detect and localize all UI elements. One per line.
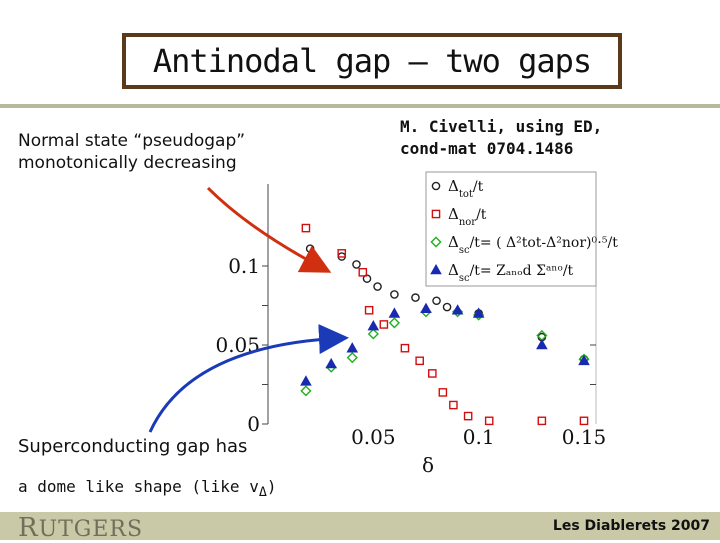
dome-note-prefix: a dome like shape (like v xyxy=(18,477,259,496)
rutgers-logo: RUTGERS xyxy=(18,513,143,543)
data-point-square xyxy=(449,400,458,410)
y-tick-label: 0.05 xyxy=(215,333,260,357)
header-divider xyxy=(0,104,720,108)
data-point-square xyxy=(301,223,311,233)
legend-marker-diamond xyxy=(430,236,442,248)
legend-label: Δsc/t= ( Δ²tot-Δ²nor)⁰⋅⁵/t xyxy=(448,233,618,256)
data-point-triangle xyxy=(420,302,432,313)
sc-gap-note: Superconducting gap has xyxy=(18,436,248,457)
x-axis-label: δ xyxy=(422,453,434,477)
data-point-diamond xyxy=(346,352,358,364)
x-tick-label: 0.15 xyxy=(562,425,607,449)
citation-line1: M. Civelli, using ED, xyxy=(400,117,603,136)
data-point-square xyxy=(364,305,374,315)
data-point-diamond xyxy=(300,385,312,397)
data-point-circle xyxy=(352,260,361,269)
x-tick-label: 0.05 xyxy=(351,425,396,449)
data-point-triangle xyxy=(472,307,485,318)
data-point-triangle xyxy=(325,357,337,369)
footer-conference: Les Diablerets 2007 xyxy=(552,518,710,534)
legend-marker-square xyxy=(431,209,441,219)
data-point-square xyxy=(379,320,389,329)
y-tick-label: 0 xyxy=(247,412,260,436)
data-point-square xyxy=(463,411,473,421)
citation-line2: cond-mat 0704.1486 xyxy=(400,139,574,158)
data-point-circle xyxy=(411,293,420,302)
pseudogap-note: Normal state “pseudogap” monotonically d… xyxy=(18,130,245,174)
legend-box xyxy=(425,171,597,287)
dome-note-suffix: ) xyxy=(266,477,277,496)
data-point-square xyxy=(358,268,368,277)
data-point-square xyxy=(438,388,448,397)
axes: 0 0.05 0.1 0.05 0.1 0.15 δ xyxy=(215,184,606,477)
data-point-circle xyxy=(390,290,399,299)
sc-gap-arrow xyxy=(148,324,349,433)
dome-note: a dome like shape (like vΔ) xyxy=(18,476,277,504)
data-point-triangle xyxy=(300,375,312,386)
data-point-circle xyxy=(432,296,441,306)
data-point-square xyxy=(537,416,547,426)
data-point-square xyxy=(484,416,494,426)
logo-rest: UTGERS xyxy=(38,517,144,542)
dome-note-sub: Δ xyxy=(258,485,267,501)
data-point-triangle xyxy=(578,354,590,366)
legend: Δtot/t Δnor/t Δsc/t= ( Δ²tot-Δ²nor)⁰⋅⁵/t Δs… xyxy=(425,171,618,287)
slide-title: Antinodal gap – two gaps xyxy=(152,42,592,80)
legend-label: Δnor/t xyxy=(448,205,487,228)
data-point-diamond xyxy=(367,328,379,340)
y-tick-label: 0.1 xyxy=(228,254,260,278)
data-point-triangle xyxy=(346,342,359,353)
data-point-square xyxy=(415,356,424,366)
data-point-triangle xyxy=(536,338,548,350)
slide-title-box: Antinodal gap – two gaps xyxy=(122,33,622,89)
pseudogap-arrow xyxy=(206,186,332,273)
data-point-diamond xyxy=(388,317,400,329)
legend-marker-triangle xyxy=(430,263,442,275)
data-point-square xyxy=(579,416,589,426)
x-tick-label: 0.1 xyxy=(463,425,495,449)
pseudogap-note-line1: Normal state “pseudogap” xyxy=(18,131,246,151)
data-point-square xyxy=(337,249,347,258)
legend-label: Δtot/t xyxy=(448,177,484,200)
data-point-circle xyxy=(305,244,315,253)
footer-band xyxy=(0,512,720,540)
data-point-triangle xyxy=(367,320,380,331)
data-point-circle xyxy=(442,302,452,312)
data-point-circle xyxy=(373,282,382,291)
data-point-triangle xyxy=(451,304,464,315)
data-point-triangle xyxy=(388,307,401,318)
legend-marker-circle xyxy=(431,181,441,191)
gap-chart: 0 0.05 0.1 0.05 0.1 0.15 δ Δtot/t Δnor/t Δsc/t= … xyxy=(148,171,618,477)
data-point-square xyxy=(428,369,437,378)
citation-note: M. Civelli, using ED, cond-mat 0704.1486 xyxy=(400,116,602,160)
logo-initial: R xyxy=(18,513,39,543)
pseudogap-note-line2: monotonically decreasing xyxy=(18,153,237,173)
data-point-square xyxy=(400,343,410,353)
legend-label: Δsc/t= Zₐₙₒd Σᵃⁿᵒ/t xyxy=(448,261,574,284)
